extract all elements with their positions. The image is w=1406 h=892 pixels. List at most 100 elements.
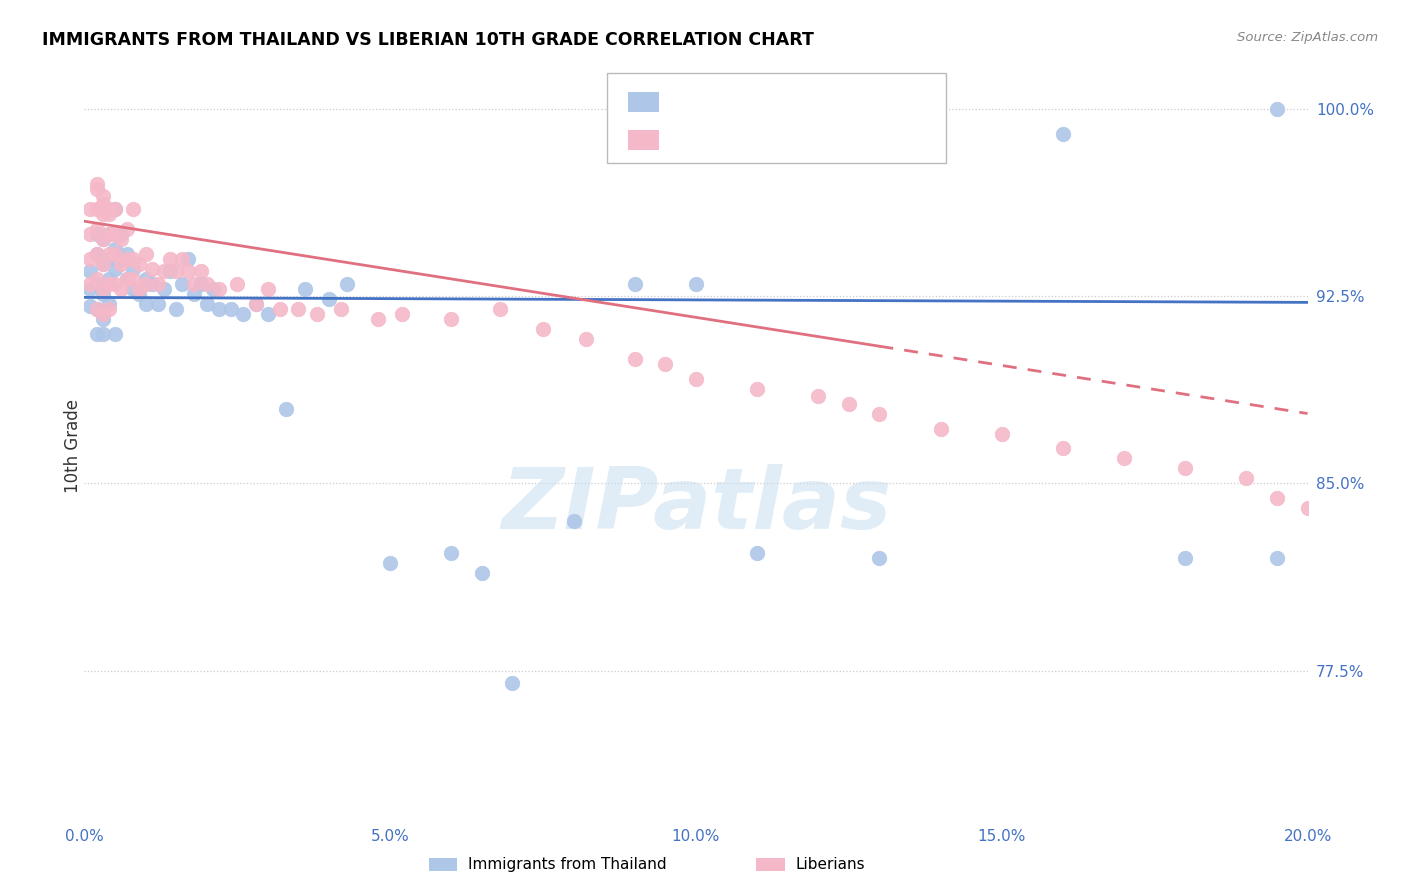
Point (807, 389, 830, 403)
Point (208, 301, 231, 316)
Point (115, 246, 138, 260)
Point (110, 227, 132, 241)
Point (159, 252, 181, 266)
Point (128, 257, 150, 271)
Point (440, 311, 463, 326)
Point (91, 257, 114, 271)
Point (257, 307, 280, 321)
Point (97, 207, 120, 221)
Point (97, 296, 120, 310)
Point (1052, 442, 1074, 456)
Point (165, 301, 187, 316)
Point (177, 264, 200, 278)
Point (79, 264, 101, 278)
Point (91, 282, 114, 296)
Point (135, 277, 157, 291)
Point (110, 252, 132, 266)
Point (991, 426, 1014, 441)
Point (97, 227, 120, 241)
Point (440, 546, 463, 560)
Point (79, 282, 101, 296)
Point (195, 277, 218, 291)
Point (183, 277, 205, 291)
Point (232, 307, 254, 321)
Point (79, 277, 101, 291)
Point (165, 264, 187, 278)
Point (287, 301, 309, 316)
Point (79, 202, 101, 216)
Point (276, 401, 298, 416)
Point (115, 252, 138, 266)
Point (201, 282, 224, 296)
Point (1174, 551, 1197, 566)
Point (86, 301, 108, 316)
Point (104, 326, 127, 341)
Point (104, 202, 127, 216)
Point (91, 326, 114, 341)
Text: Immigrants from Thailand: Immigrants from Thailand (468, 857, 666, 871)
Point (128, 286, 150, 301)
Point (86, 202, 108, 216)
Point (115, 271, 138, 285)
Point (122, 252, 145, 266)
Point (86, 326, 108, 341)
Point (122, 271, 145, 285)
Point (91, 196, 114, 211)
Point (685, 277, 707, 291)
Point (97, 271, 120, 285)
Point (86, 182, 108, 196)
Point (654, 357, 676, 371)
Point (838, 396, 860, 410)
Point (1114, 451, 1136, 466)
Point (1052, 127, 1074, 141)
Point (86, 227, 108, 241)
Point (91, 189, 114, 203)
Point (86, 221, 108, 235)
Point (531, 321, 554, 335)
Point (245, 296, 267, 310)
Point (624, 351, 647, 366)
Point (562, 514, 585, 528)
Point (122, 261, 145, 276)
Point (146, 296, 169, 310)
Point (1296, 501, 1319, 516)
Point (91, 232, 114, 246)
Y-axis label: 10th Grade: 10th Grade (65, 399, 82, 493)
Point (245, 296, 267, 310)
Point (869, 551, 891, 566)
Point (489, 301, 512, 316)
Point (183, 286, 205, 301)
Point (97, 252, 120, 266)
Point (110, 257, 132, 271)
Point (86, 301, 108, 316)
Point (79, 227, 101, 241)
Point (86, 246, 108, 260)
Point (91, 286, 114, 301)
Point (110, 232, 132, 246)
Point (747, 382, 769, 396)
Point (110, 282, 132, 296)
Text: R = -0.004   N = 64: R = -0.004 N = 64 (673, 95, 856, 110)
Point (104, 261, 127, 276)
Point (367, 311, 389, 326)
Point (391, 307, 413, 321)
Point (104, 242, 127, 256)
Point (190, 277, 212, 291)
Point (97, 246, 120, 260)
Point (330, 301, 353, 316)
Point (1265, 102, 1288, 116)
Point (104, 246, 127, 260)
Point (624, 277, 647, 291)
Point (104, 227, 127, 241)
Text: R =  -0.259   N = 80: R = -0.259 N = 80 (673, 133, 866, 148)
Point (318, 292, 340, 306)
Point (869, 407, 891, 421)
Text: Liberians: Liberians (796, 857, 866, 871)
Point (91, 307, 114, 321)
Point (104, 202, 127, 216)
Point (471, 566, 494, 581)
Point (172, 252, 194, 266)
Point (104, 277, 127, 291)
Text: IMMIGRANTS FROM THAILAND VS LIBERIAN 10TH GRADE CORRELATION CHART: IMMIGRANTS FROM THAILAND VS LIBERIAN 10T… (42, 31, 814, 49)
Point (153, 282, 176, 296)
